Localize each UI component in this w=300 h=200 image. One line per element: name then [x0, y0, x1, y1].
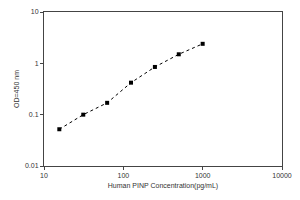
svg-text:1: 1 [35, 60, 39, 67]
svg-text:10: 10 [31, 8, 39, 15]
svg-text:0.01: 0.01 [25, 162, 39, 169]
svg-text:0.1: 0.1 [29, 111, 39, 118]
svg-text:1000: 1000 [195, 172, 211, 179]
svg-text:100: 100 [117, 172, 129, 179]
svg-text:Human PINP Concentration(pg/mL: Human PINP Concentration(pg/mL) [108, 182, 218, 190]
svg-text:10: 10 [40, 172, 48, 179]
svg-text:10000: 10000 [272, 172, 292, 179]
svg-text:OD=450 nm: OD=450 nm [13, 70, 20, 108]
